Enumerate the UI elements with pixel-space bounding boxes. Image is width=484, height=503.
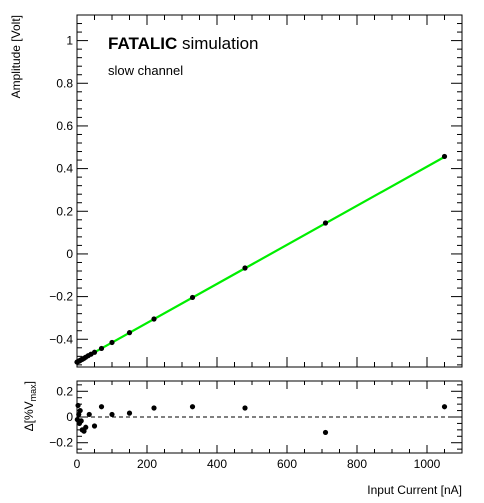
residual-y-label-main: Δ[%V	[22, 401, 36, 431]
main-axis-ticks	[76, 15, 463, 367]
data-point	[126, 330, 133, 336]
residual-point	[77, 407, 83, 414]
y-tick-label: 0	[66, 247, 73, 261]
chart-title: FATALIC simulation	[108, 34, 259, 53]
chart-subtitle: slow channel	[108, 63, 183, 78]
x-tick-label: 0	[74, 457, 81, 471]
residual-point	[151, 405, 157, 411]
main-y-tick-labels: −0.4 −0.2 0 0.2 0.4 0.6 0.8 1	[49, 34, 73, 347]
residual-point	[86, 411, 92, 418]
residual-point	[189, 404, 196, 410]
residual-y-axis-label: Δ[%Vmax]	[22, 381, 38, 431]
data-point	[91, 349, 98, 355]
residual-y-tick-label: 0.2	[56, 384, 73, 398]
x-axis-label: Input Current [nA]	[367, 483, 462, 497]
data-point	[109, 339, 115, 346]
y-tick-label: 0.6	[56, 119, 73, 133]
residual-point	[126, 410, 133, 416]
x-tick-label: 400	[207, 457, 227, 471]
residual-y-label-sub: max	[28, 384, 38, 402]
residual-point	[322, 429, 329, 436]
residual-y-tick-label: −0.2	[49, 436, 73, 450]
residual-data-marks	[74, 402, 462, 436]
residual-point	[83, 424, 89, 430]
data-point	[242, 265, 248, 271]
x-tick-label: 200	[137, 457, 157, 471]
data-point	[151, 316, 157, 322]
chart-title-rest: simulation	[177, 34, 258, 53]
residual-point	[441, 404, 448, 410]
residual-point	[91, 423, 98, 429]
residual-point	[78, 418, 84, 424]
x-tick-labels: 0 200 400 600 800 1000	[74, 457, 441, 471]
data-point	[98, 345, 105, 352]
y-tick-label: 0.2	[56, 204, 73, 218]
chart-title-bold: FATALIC	[108, 34, 177, 53]
residual-point	[98, 404, 105, 410]
residual-y-tick-label: 0	[66, 410, 73, 424]
y-tick-label: −0.2	[49, 290, 73, 304]
y-tick-label: 0.8	[56, 76, 73, 90]
data-point	[441, 153, 448, 160]
residual-y-tick-labels: −0.2 0 0.2	[49, 384, 73, 449]
y-tick-label: 0.4	[56, 162, 73, 176]
main-data-marks	[74, 153, 448, 365]
residual-point	[109, 411, 115, 418]
x-tick-label: 600	[277, 457, 297, 471]
data-point	[322, 220, 329, 226]
residual-point	[75, 402, 81, 409]
residual-y-label-end: ]	[22, 381, 36, 384]
fit-line	[76, 155, 446, 364]
y-tick-label: 1	[66, 34, 73, 48]
x-tick-label: 800	[347, 457, 367, 471]
x-tick-label: 1000	[414, 457, 441, 471]
y-axis-label: Amplitude [Volt]	[9, 15, 23, 98]
residual-point	[242, 405, 248, 411]
y-tick-label: −0.4	[49, 332, 73, 346]
data-point	[189, 294, 196, 301]
